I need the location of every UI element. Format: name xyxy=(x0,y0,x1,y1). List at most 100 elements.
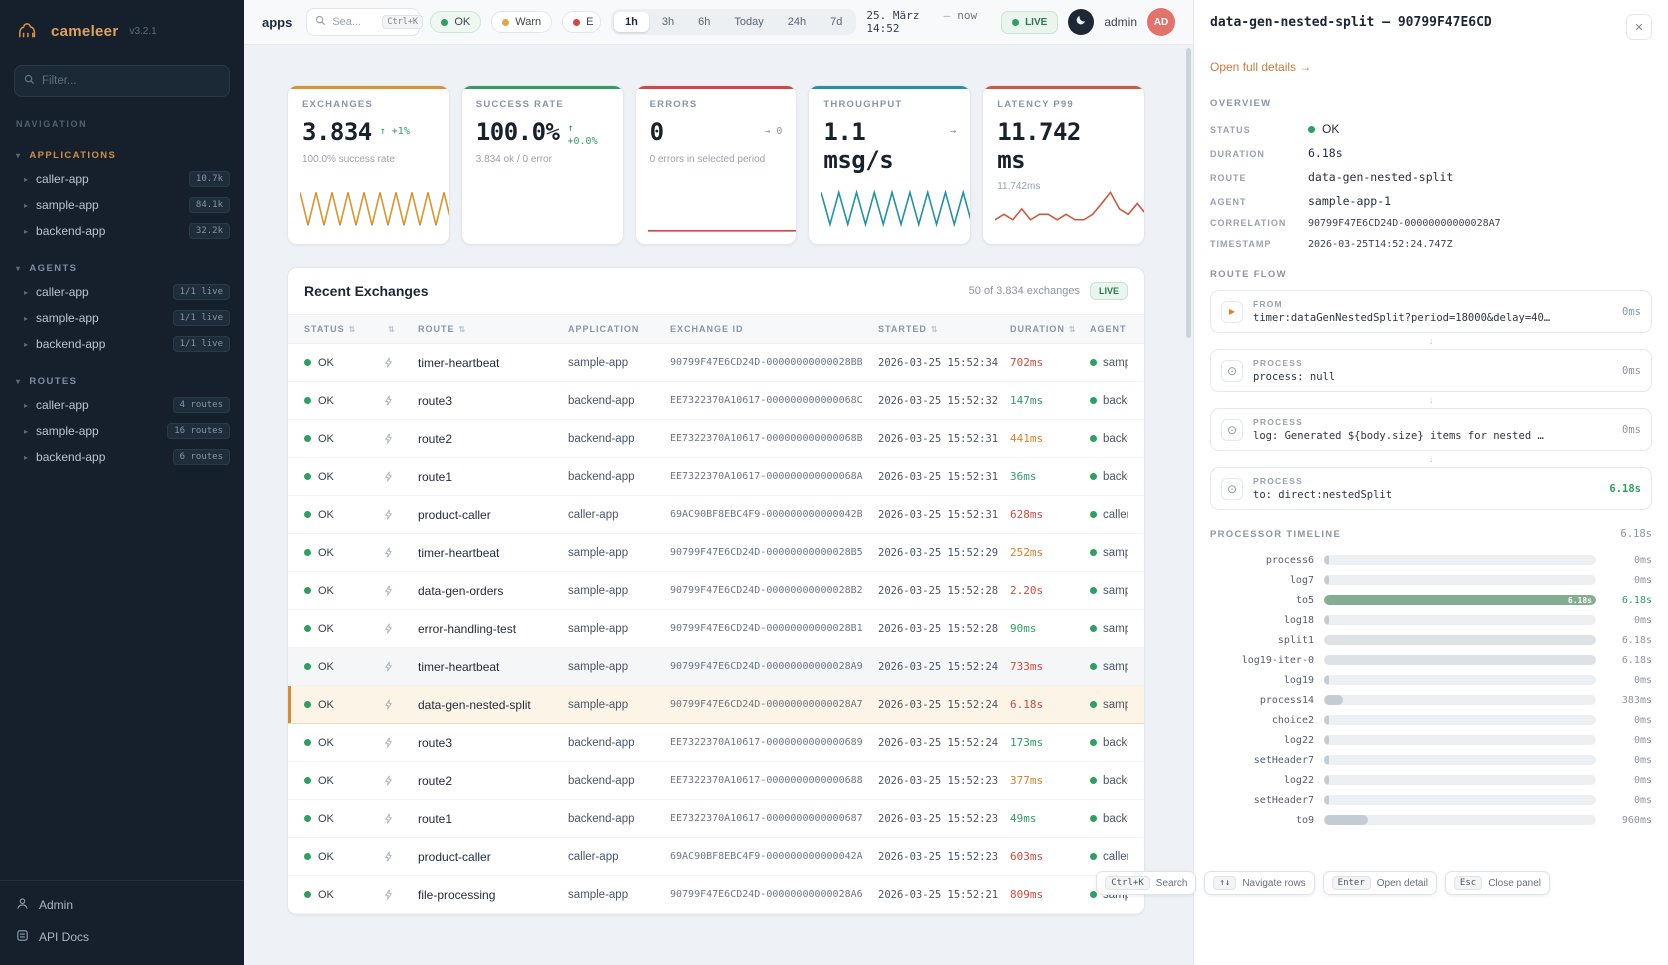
table-row[interactable]: OK timer-heartbeat sample-app 90799F47E6… xyxy=(288,534,1144,572)
column-header[interactable]: DURATION xyxy=(1010,324,1090,334)
sidebar-item-agent[interactable]: caller-app 1/1 live xyxy=(0,279,244,305)
timeline-row[interactable]: log19-iter-0 6.18s xyxy=(1194,650,1668,670)
route-cell: route1 xyxy=(418,469,453,484)
table-row[interactable]: OK timer-heartbeat sample-app 90799F47E6… xyxy=(288,344,1144,382)
routes-badge: 4 routes xyxy=(172,397,230,413)
route-cell: product-caller xyxy=(418,849,491,864)
filter-input[interactable] xyxy=(42,75,220,87)
timeline-row[interactable]: log18 0ms xyxy=(1194,610,1668,630)
table-row[interactable]: OK route2 backend-app EE7322370A10617-00… xyxy=(288,762,1144,800)
column-header[interactable]: ROUTE xyxy=(418,324,568,334)
scrollbar-thumb[interactable] xyxy=(1186,48,1191,338)
kpi-label: SUCCESS RATE xyxy=(475,99,564,110)
sidebar-item-api-docs[interactable]: API Docs xyxy=(0,921,244,953)
time-range-button[interactable]: 24h xyxy=(787,16,807,28)
flow-step[interactable]: PROCESS process: null 0ms xyxy=(1210,349,1652,392)
kv-value: 2026-03-25T14:52:24.747Z xyxy=(1308,239,1453,250)
table-row[interactable]: OK data-gen-orders sample-app 90799F47E6… xyxy=(288,572,1144,610)
route-cell: data-gen-nested-split xyxy=(418,697,531,712)
kpi-card-throughput[interactable]: THROUGHPUT 1.1 msg/s → xyxy=(808,85,972,245)
time-range-button[interactable]: Today xyxy=(734,16,764,28)
chevron-down-icon xyxy=(16,151,21,160)
column-header[interactable]: EXCHANGE ID xyxy=(670,324,744,334)
column-header[interactable]: STATUS xyxy=(304,324,384,334)
step-type-icon xyxy=(1221,300,1243,323)
status-filter-chip[interactable]: Warn xyxy=(491,11,553,33)
timeline-row[interactable]: log22 0ms xyxy=(1194,730,1668,750)
sidebar-item-agent[interactable]: backend-app 1/1 live xyxy=(0,331,244,357)
delta-arrow: ↑ xyxy=(567,123,574,134)
status-filter-chip[interactable]: OK xyxy=(430,11,482,33)
table-row[interactable]: OK product-caller caller-app 69AC90BF8EB… xyxy=(288,496,1144,534)
sidebar-filter[interactable] xyxy=(14,65,230,97)
agent-label: sample xyxy=(1103,546,1128,559)
timeline-row[interactable]: process6 0ms xyxy=(1194,550,1668,570)
sidebar-item-route[interactable]: backend-app 6 routes xyxy=(0,444,244,470)
sidebar-item-route[interactable]: caller-app 4 routes xyxy=(0,392,244,418)
timeline-row[interactable]: to5 6.18s 6.18s xyxy=(1194,590,1668,610)
time-range-button[interactable]: 3h xyxy=(661,16,675,28)
sidebar-item-admin[interactable]: Admin xyxy=(0,889,244,921)
flow-step[interactable]: FROM timer:dataGenNestedSplit?period=180… xyxy=(1210,290,1652,333)
table-row[interactable]: OK product-caller caller-app 69AC90BF8EB… xyxy=(288,838,1144,876)
timeline-row[interactable]: choice2 0ms xyxy=(1194,710,1668,730)
section-label: ROUTES xyxy=(29,376,78,387)
column-header[interactable] xyxy=(384,325,418,334)
sidebar-item-agent[interactable]: sample-app 1/1 live xyxy=(0,305,244,331)
processor-duration: 960ms xyxy=(1621,814,1652,826)
timeline-row[interactable]: split1 6.18s xyxy=(1194,630,1668,650)
timeline-row[interactable]: process14 383ms xyxy=(1194,690,1668,710)
open-full-details-link[interactable]: Open full details → xyxy=(1210,60,1312,74)
kpi-card-latency[interactable]: LATENCY P99 11.742 ms 11.742ms xyxy=(982,85,1145,245)
table-row[interactable]: OK route3 backend-app EE7322370A10617-00… xyxy=(288,382,1144,420)
kpi-card-success-rate[interactable]: SUCCESS RATE 100.0% ↑ +0.0% 3.834 ok / 0… xyxy=(460,85,624,245)
section-header-applications[interactable]: APPLICATIONS xyxy=(0,145,244,166)
step-kind-label: PROCESS xyxy=(1253,417,1303,427)
kpi-label: LATENCY P99 xyxy=(997,99,1074,110)
exchange-count-label: 50 of 3.834 exchanges xyxy=(968,285,1080,297)
flow-step[interactable]: PROCESS to: direct:nestedSplit 6.18s xyxy=(1210,467,1652,510)
kpi-accent-bar xyxy=(809,86,971,89)
column-header[interactable]: AGENT xyxy=(1090,324,1128,334)
table-row[interactable]: OK route1 backend-app EE7322370A10617-00… xyxy=(288,458,1144,496)
column-header[interactable]: APPLICATION xyxy=(568,324,640,334)
close-panel-button[interactable] xyxy=(1626,14,1652,40)
table-row[interactable]: OK route2 backend-app EE7322370A10617-00… xyxy=(288,420,1144,458)
table-row[interactable]: OK data-gen-nested-split sample-app 9079… xyxy=(288,686,1144,724)
status-label: OK xyxy=(318,356,334,369)
table-row[interactable]: OK timer-heartbeat sample-app 90799F47E6… xyxy=(288,648,1144,686)
avatar[interactable]: AD xyxy=(1147,8,1175,36)
timeline-row[interactable]: log19 0ms xyxy=(1194,670,1668,690)
timeline-row[interactable]: to9 960ms xyxy=(1194,810,1668,830)
timeline-row[interactable]: log22 0ms xyxy=(1194,770,1668,790)
time-range-button[interactable]: 7d xyxy=(830,16,843,28)
timeline-row[interactable]: log7 0ms xyxy=(1194,570,1668,590)
flow-step[interactable]: PROCESS log: Generated ${body.size} item… xyxy=(1210,408,1652,451)
status-filter-chip[interactable]: E xyxy=(562,11,602,33)
section-header-routes[interactable]: ROUTES xyxy=(0,371,244,392)
tab-apps[interactable]: apps xyxy=(262,14,293,30)
search-box[interactable]: Ctrl+K xyxy=(306,8,424,36)
table-row[interactable]: OK error-handling-test sample-app 90799F… xyxy=(288,610,1144,648)
time-range-button[interactable]: 6h xyxy=(698,16,711,28)
table-row[interactable]: OK route3 backend-app EE7322370A10617-00… xyxy=(288,724,1144,762)
sidebar-item-application[interactable]: sample-app 84.1k xyxy=(0,192,244,218)
section-header-agents[interactable]: AGENTS xyxy=(0,258,244,279)
timeline-row[interactable]: setHeader7 0ms xyxy=(1194,750,1668,770)
kpi-card-errors[interactable]: ERRORS 0 → 0 0 errors in selected period xyxy=(634,85,798,245)
column-header[interactable]: STARTED xyxy=(878,324,1010,334)
timeline-row[interactable]: setHeader7 0ms xyxy=(1194,790,1668,810)
kpi-card-exchanges[interactable]: EXCHANGES 3.834 ↑ +1% 100.0% success rat… xyxy=(287,85,450,245)
step-duration: 6.18s xyxy=(1609,482,1641,495)
table-row[interactable]: OK route1 backend-app EE7322370A10617-00… xyxy=(288,800,1144,838)
search-input[interactable] xyxy=(332,16,377,28)
sidebar-item-application[interactable]: caller-app 10.7k xyxy=(0,166,244,192)
sidebar-item-application[interactable]: backend-app 32.2k xyxy=(0,218,244,244)
main-scrollbar[interactable] xyxy=(1184,46,1193,965)
exchange-type-icon xyxy=(384,509,418,520)
live-indicator[interactable]: LIVE xyxy=(1001,10,1059,34)
table-row[interactable]: OK file-processing sample-app 90799F47E6… xyxy=(288,876,1144,914)
time-range-button[interactable]: 1h xyxy=(614,12,649,32)
sidebar-item-route[interactable]: sample-app 16 routes xyxy=(0,418,244,444)
dark-mode-toggle[interactable] xyxy=(1068,9,1095,35)
